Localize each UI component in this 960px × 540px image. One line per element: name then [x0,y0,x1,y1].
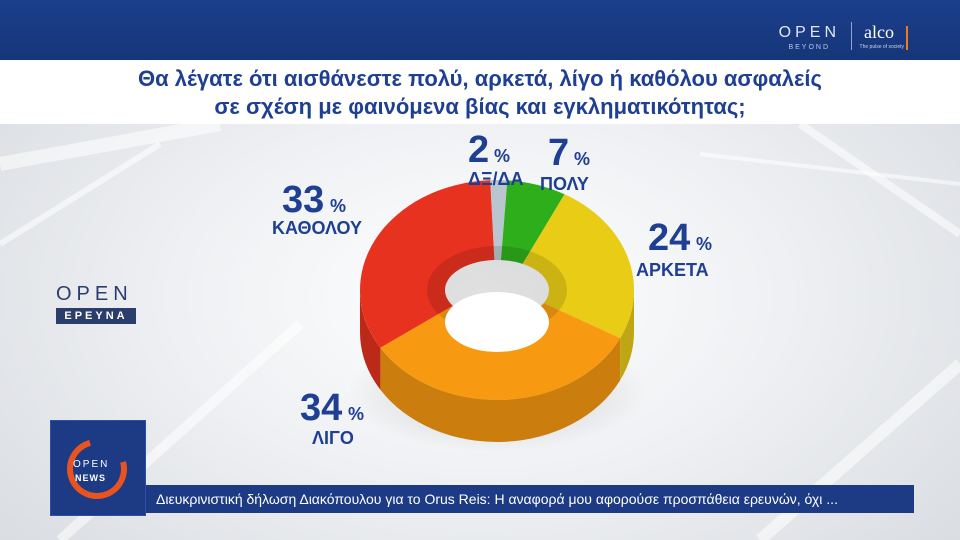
slice-side-καθολου [360,290,381,390]
category-label-λιγο: ΛΙΓΟ [312,428,354,448]
open-news-line-2: NEWS [75,473,106,483]
chart-depth-layer [360,290,634,443]
category-label-πολυ: ΠΟΛΥ [540,174,589,194]
top-bar: OPEN BEYOND alco The pulse of society [0,0,960,60]
chart-slices [360,180,634,400]
percent-sign-καθολου: % [330,196,346,216]
orange-accent-bar [906,26,908,50]
open-news-logo: OPEN NEWS [50,420,146,516]
value-label-πολυ: 7 [548,132,569,174]
value-label-λιγο: 34 [300,387,342,429]
alco-logo: alco [864,22,894,42]
value-label-δξ-δα: 2 [468,129,489,171]
category-label-δξ-δα: ΔΞ/ΔΑ [468,169,523,189]
slice-πολυ [500,180,565,264]
open-beyond-logo: OPEN [778,24,840,41]
slice-καθολου [360,180,495,348]
value-label-αρκετα: 24 [648,217,690,259]
percent-sign-αρκετα: % [696,234,712,254]
question-line-1: Θα λέγατε ότι αισθάνεστε πολύ, αρκετά, λ… [138,66,822,91]
slice-δξ-δα [490,180,508,261]
slice-side-λιγο [380,338,621,443]
question-line-2: σε σχέση με φαινόμενα βίας και εγκληματι… [214,94,746,119]
value-label-καθολου: 33 [282,179,324,221]
open-ereuna-bottom: ΕΡΕΥΝΑ [56,308,136,324]
alco-tagline: The pulse of society [859,44,904,50]
news-ticker: Διευκρινιστική δήλωση Διακόπουλου για το… [146,485,914,513]
open-ereuna-top: OPEN [56,283,133,305]
donut-hole [445,292,549,352]
slice-αρκετα [522,194,634,339]
percent-sign-δξ-δα: % [494,146,510,166]
open-news-line-1: OPEN [73,459,110,470]
open-beyond-subtext: BEYOND [788,44,830,51]
percent-sign-πολυ: % [574,149,590,169]
ticker-text: Διευκρινιστική δήλωση Διακόπουλου για το… [156,491,838,507]
category-label-καθολου: ΚΑΘΟΛΟΥ [272,218,362,238]
open-ereuna-logo: OPEN ΕΡΕΥΝΑ [56,283,140,324]
percent-sign-λιγο: % [348,404,364,424]
logo-divider [851,22,852,50]
category-label-αρκετα: ΑΡΚΕΤΑ [636,260,709,280]
slice-side-αρκετα [620,290,634,381]
question-title-bar: Θα λέγατε ότι αισθάνεστε πολύ, αρκετά, λ… [0,60,960,124]
